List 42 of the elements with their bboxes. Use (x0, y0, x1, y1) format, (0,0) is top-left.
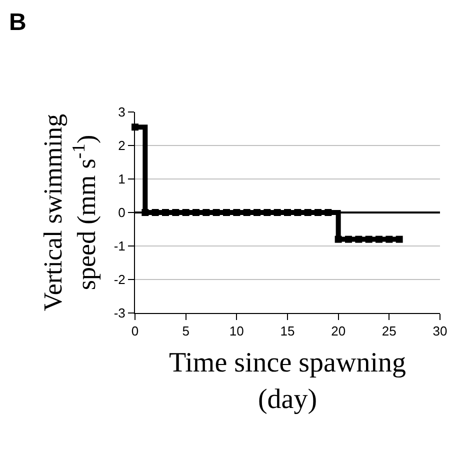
x-tick-label: 10 (229, 324, 244, 339)
point (355, 236, 362, 243)
point (233, 209, 240, 216)
point (314, 209, 322, 216)
y-tick-label: 2 (118, 138, 126, 154)
point (212, 209, 220, 216)
point (376, 236, 382, 243)
point (223, 209, 230, 216)
point (172, 209, 180, 216)
point (334, 236, 342, 243)
y-tick-label: 3 (118, 104, 126, 120)
point (182, 209, 190, 216)
y-tick-label: -1 (114, 238, 126, 254)
x-tick-label: 20 (331, 324, 346, 339)
point (142, 209, 149, 216)
y-tick-label: 1 (118, 172, 126, 187)
point (386, 236, 393, 243)
point (284, 209, 291, 216)
point (304, 209, 312, 216)
y-tick-label: -2 (114, 272, 126, 288)
point (202, 209, 210, 216)
x-tick-label: 15 (280, 324, 295, 339)
x-tick-label: 30 (432, 324, 448, 339)
point (294, 209, 302, 216)
x-tick-label: 0 (131, 324, 139, 339)
y-tick-label: 0 (118, 205, 126, 220)
point (243, 209, 250, 216)
chart-title: B (9, 9, 26, 36)
y-tick-label: -3 (114, 306, 126, 321)
x-tick-label: 5 (182, 324, 190, 339)
point (324, 209, 332, 216)
point (152, 209, 159, 216)
point (254, 209, 260, 216)
point (274, 209, 281, 216)
point (365, 236, 372, 243)
point (264, 209, 271, 216)
point (192, 209, 200, 216)
point (396, 236, 403, 243)
x-tick-label: 25 (382, 324, 396, 339)
x-axis-title: Time since spawning (day) (169, 348, 406, 416)
point (345, 236, 352, 243)
point (162, 209, 169, 216)
